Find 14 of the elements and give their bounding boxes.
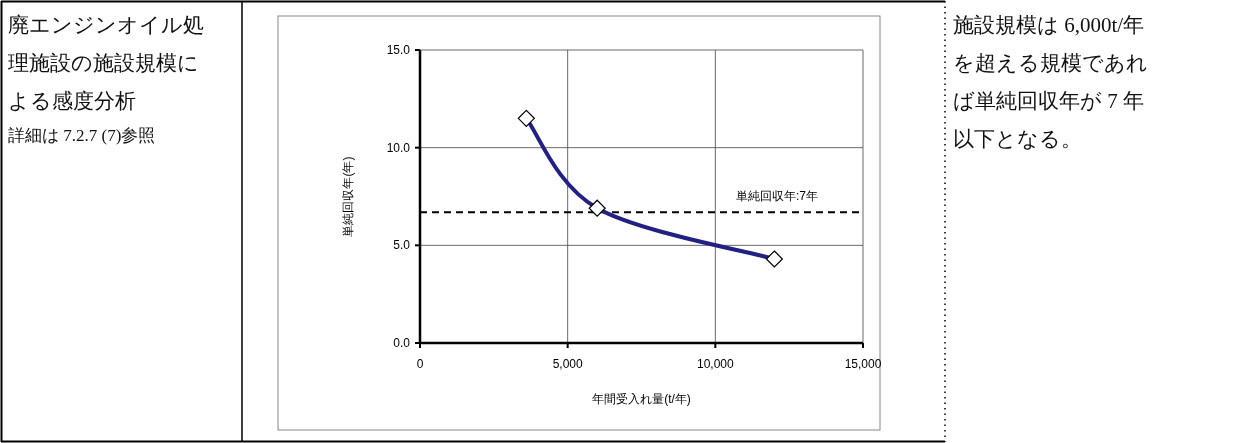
x-tick-label: 10,000 <box>696 357 735 371</box>
y-tick-label: 5.0 <box>393 238 411 253</box>
x-tick-label: 15,000 <box>844 357 882 371</box>
y-axis-title: 単純回収年(年) <box>341 156 355 237</box>
text: 詳細は 7.2.7 (7)参照 <box>8 125 157 147</box>
y-tick-label: 10.0 <box>386 140 411 155</box>
text: 施設規模は 6,000t/年を超える規模であれば単純回収年が 7 年以下となる。 <box>953 12 1149 153</box>
y-tick-label: 15.0 <box>386 43 411 57</box>
x-tick-label: 0 <box>416 357 424 371</box>
ref-line-label: 単純回収年:7年 <box>735 189 818 204</box>
x-tick-label: 5,000 <box>552 357 584 371</box>
y-tick-label: 0.0 <box>393 336 411 350</box>
x-axis-title: 年間受入れ量(t/年) <box>592 392 691 406</box>
text: 廃エンジンオイル処理施設の施設規模による感度分析 <box>8 12 205 115</box>
